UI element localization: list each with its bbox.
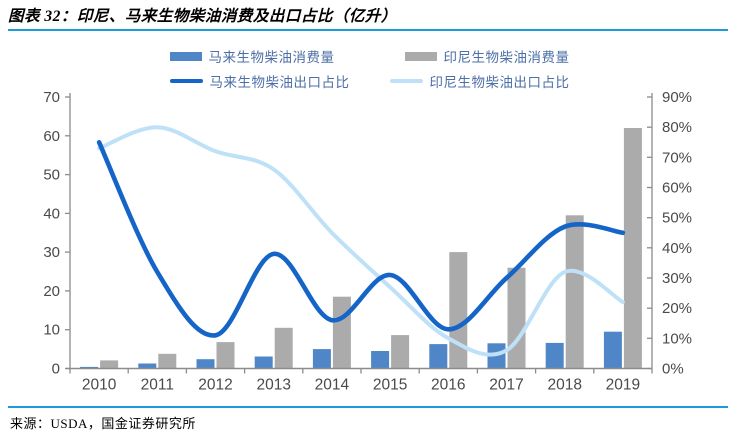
line-swatch-icon bbox=[389, 79, 423, 83]
title-divider-rule bbox=[8, 29, 728, 31]
bar-malay-2016 bbox=[429, 344, 448, 369]
left-axis-tick-label: 40 bbox=[43, 205, 60, 222]
right-axis-tick-label: 80% bbox=[662, 119, 692, 136]
right-axis-tick-label: 50% bbox=[662, 210, 692, 227]
bar-malay-2019 bbox=[603, 331, 622, 369]
left-axis-tick-label: 70 bbox=[43, 89, 60, 106]
x-axis-year-label: 2019 bbox=[606, 377, 640, 394]
right-axis-tick-label: 60% bbox=[662, 180, 692, 197]
left-axis-tick-label: 0 bbox=[52, 361, 60, 378]
x-axis-year-label: 2017 bbox=[489, 377, 523, 394]
legend-label: 印尼生物柴油消费量 bbox=[443, 50, 570, 65]
legend-row-consumption: 马来生物柴油消费量 印尼生物柴油消费量 bbox=[169, 46, 570, 66]
bar-indo-2014 bbox=[332, 296, 351, 369]
bar-indo-2018 bbox=[565, 215, 584, 369]
left-axis-tick-label: 30 bbox=[43, 244, 60, 261]
right-axis-tick-label: 10% bbox=[662, 330, 692, 347]
legend-label: 印尼生物柴油出口占比 bbox=[429, 75, 570, 90]
x-axis-year-label: 2010 bbox=[82, 377, 117, 394]
chart-legend: 马来生物柴油消费量 印尼生物柴油消费量 马来生物柴油出口占比 印尼生物柴油出口占… bbox=[0, 46, 739, 91]
line-malay-export-share bbox=[96, 140, 626, 338]
bar-indo-2015 bbox=[391, 335, 410, 369]
x-axis-year-label: 2011 bbox=[141, 377, 174, 394]
legend-item-indo-consumption: 印尼生物柴油消费量 bbox=[404, 46, 570, 66]
bar-malay-2018 bbox=[545, 342, 564, 369]
bar-indo-2019 bbox=[623, 128, 642, 369]
right-axis-tick-label: 20% bbox=[662, 300, 692, 317]
right-axis-tick-label: 90% bbox=[662, 89, 692, 106]
bar-malay-2013 bbox=[254, 356, 273, 369]
legend-item-malay-export-share: 马来生物柴油出口占比 bbox=[169, 71, 350, 91]
bar-swatch-icon bbox=[404, 51, 437, 61]
x-axis-year-label: 2012 bbox=[198, 377, 232, 394]
legend-row-export-share: 马来生物柴油出口占比 印尼生物柴油出口占比 bbox=[169, 71, 570, 91]
bar-swatch-icon bbox=[169, 51, 202, 61]
right-axis-tick-label: 70% bbox=[662, 149, 692, 166]
left-axis-tick-label: 50 bbox=[43, 167, 60, 184]
line-swatch-icon bbox=[169, 79, 203, 83]
bar-malay-2015 bbox=[371, 351, 390, 369]
right-axis-tick-label: 30% bbox=[662, 270, 692, 287]
left-axis-tick-label: 20 bbox=[43, 283, 60, 300]
right-axis-tick-label: 40% bbox=[662, 240, 692, 257]
bar-malay-2011 bbox=[138, 363, 157, 369]
legend-label: 马来生物柴油出口占比 bbox=[209, 75, 350, 90]
left-axis-tick-label: 10 bbox=[43, 322, 60, 339]
x-axis-year-label: 2014 bbox=[315, 377, 350, 394]
bar-indo-2010 bbox=[100, 360, 119, 369]
bar-indo-2011 bbox=[158, 353, 177, 369]
bar-indo-2016 bbox=[449, 252, 468, 369]
legend-item-indo-export-share: 印尼生物柴油出口占比 bbox=[389, 71, 570, 91]
line-indo-export-share bbox=[97, 125, 625, 357]
x-axis-year-label: 2015 bbox=[373, 377, 407, 394]
x-axis-year-label: 2013 bbox=[256, 377, 290, 394]
right-axis-tick-label: 0% bbox=[662, 361, 684, 378]
legend-label: 马来生物柴油消费量 bbox=[208, 50, 335, 65]
x-axis-year-label: 2018 bbox=[547, 377, 581, 394]
bar-indo-2017 bbox=[507, 267, 526, 369]
chart-title: 图表 32：印尼、马来生物柴油消费及出口占比（亿升） bbox=[8, 8, 397, 25]
legend-item-malay-consumption: 马来生物柴油消费量 bbox=[169, 46, 335, 66]
footer-divider-rule bbox=[8, 406, 728, 408]
bar-malay-2012 bbox=[196, 359, 215, 369]
bar-indo-2012 bbox=[216, 342, 235, 369]
left-axis-tick-label: 60 bbox=[43, 128, 60, 145]
x-axis-year-label: 2016 bbox=[431, 377, 465, 394]
source-note: 来源：USDA，国金证券研究所 bbox=[10, 416, 196, 431]
bar-malay-2014 bbox=[312, 349, 331, 369]
bar-indo-2013 bbox=[274, 327, 293, 369]
